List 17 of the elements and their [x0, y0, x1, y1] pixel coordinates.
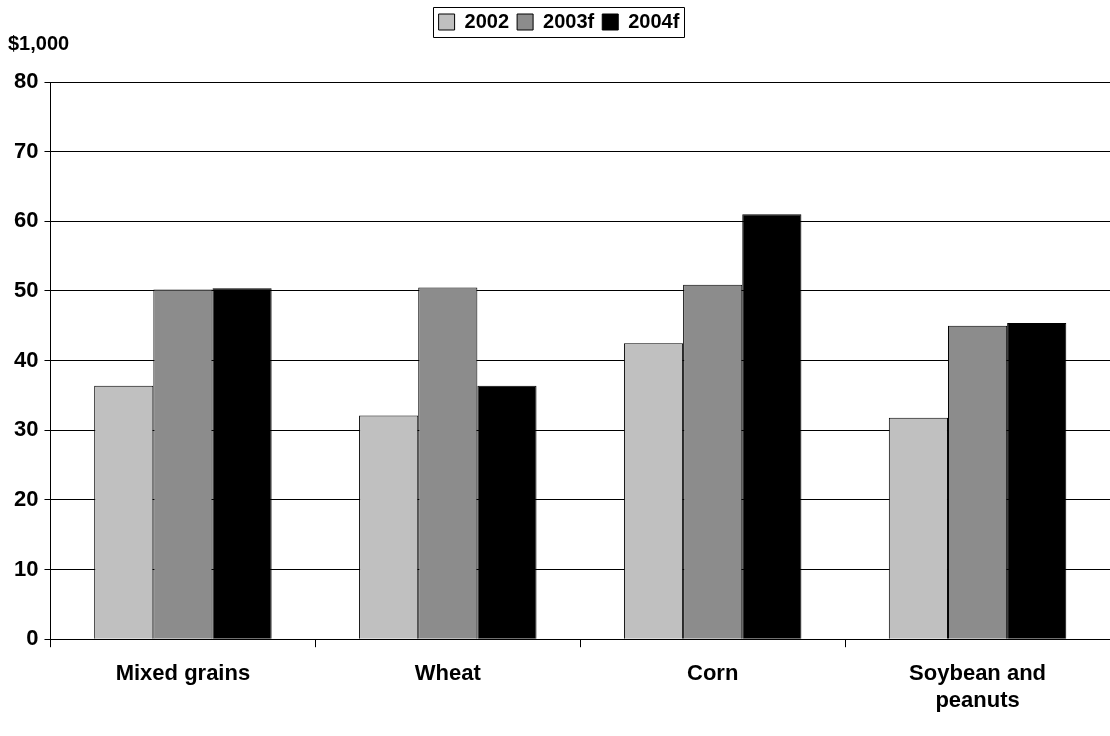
x-tick-label: Soybean and peanuts	[909, 660, 1047, 712]
y-tick-label: 40	[13, 346, 39, 372]
legend-label: 2002	[464, 9, 510, 32]
y-tick-label: 20	[13, 485, 39, 511]
legend-label: 2003f	[543, 9, 595, 32]
legend-label: 2004f	[628, 9, 680, 32]
x-tick-label: Wheat	[414, 660, 482, 686]
y-tick-label: 10	[13, 555, 39, 581]
x-tick-label: Corn	[687, 660, 739, 686]
y-tick-label: 0	[26, 625, 39, 651]
x-tick-label: Mixed grains	[115, 660, 251, 686]
y-axis-title: $1,000	[8, 31, 70, 54]
y-tick-label: 60	[13, 207, 39, 233]
y-tick-label: 50	[13, 277, 39, 303]
y-tick-label: 80	[13, 68, 39, 94]
y-tick-label: 70	[13, 137, 39, 163]
y-tick-label: 30	[13, 416, 39, 442]
